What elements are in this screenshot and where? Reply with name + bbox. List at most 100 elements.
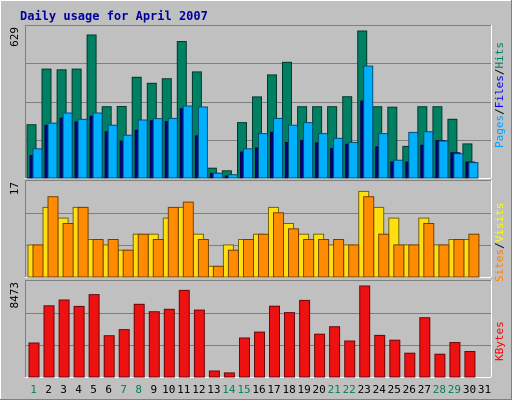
- visits-sites-bar: [32, 244, 44, 278]
- kbytes-kbytes-bar: [73, 305, 85, 378]
- hits-pages-bar: [62, 112, 73, 179]
- x-tick-label: 25: [388, 383, 401, 396]
- x-tick-label: 30: [463, 383, 476, 396]
- kbytes-legend: KBytes: [493, 321, 506, 361]
- kbytes-kbytes-bar: [299, 299, 311, 378]
- hits-pages-bar: [167, 117, 178, 179]
- hits-legend-separator: /: [493, 69, 506, 76]
- x-tick-label: 24: [373, 383, 387, 396]
- kbytes-kbytes-bar: [344, 340, 356, 378]
- x-tick-label: 15: [237, 383, 250, 396]
- hits-pages-bar: [122, 134, 133, 179]
- hits-pages-bar: [423, 131, 434, 179]
- x-tick-label: 13: [207, 383, 220, 396]
- kbytes-kbytes-bar: [163, 308, 175, 378]
- hits-legend-files: Files: [493, 75, 506, 108]
- x-tick-label: 3: [60, 383, 67, 396]
- hits-pages-bar: [107, 124, 118, 179]
- hits-pages-bar: [47, 122, 58, 179]
- visits-sites-bar: [107, 239, 119, 278]
- hits-pages-bar: [152, 118, 163, 179]
- x-tick-label: 22: [343, 383, 356, 396]
- kbytes-kbytes-bar: [329, 326, 341, 378]
- x-tick-label: 19: [297, 383, 310, 396]
- x-tick-label: 27: [418, 383, 431, 396]
- x-tick-label: 21: [328, 383, 341, 396]
- hits-pages-bar: [438, 140, 449, 179]
- x-tick-label: 7: [120, 383, 127, 396]
- hits-pages-bar: [378, 133, 389, 179]
- hits-pages-bar: [333, 137, 344, 179]
- hits-legend: Pages/Files/Hits: [493, 42, 506, 148]
- kbytes-kbytes-bar: [359, 285, 371, 378]
- hits-legend-hits: Hits: [493, 42, 506, 69]
- kbytes-panel: 8473 KBytes: [8, 280, 506, 378]
- kbytes-kbytes-bar: [208, 370, 220, 378]
- x-tick-label: 29: [448, 383, 461, 396]
- hits-legend-separator: /: [493, 108, 506, 115]
- visits-sites-bar: [122, 249, 134, 278]
- hits-pages-bar: [243, 148, 253, 179]
- visits-legend-visits: Visits: [493, 203, 506, 243]
- x-tick-label: 6: [105, 383, 112, 396]
- kbytes-kbytes-bar: [464, 351, 476, 378]
- hits-pages-bar: [137, 119, 148, 179]
- kbytes-kbytes-bar: [314, 333, 326, 378]
- visits-legend-sites: Sites: [493, 249, 506, 282]
- visits-sites-bar: [363, 196, 375, 278]
- kbytes-kbytes-bar: [434, 353, 446, 378]
- kbytes-kbytes-bar: [103, 335, 115, 378]
- hits-pages-bar: [348, 142, 359, 179]
- hits-pages-bar: [318, 133, 329, 179]
- visits-sites-bar: [243, 239, 254, 278]
- visits-sites-bar: [378, 233, 390, 278]
- x-tick-label: 12: [192, 383, 205, 396]
- x-tick-label: 18: [282, 383, 295, 396]
- visits-sites-bar: [137, 233, 149, 278]
- kbytes-kbytes-bar: [118, 329, 130, 378]
- x-tick-label: 11: [177, 383, 190, 396]
- kbytes-kbytes-bar: [223, 372, 235, 378]
- x-tick-label: 23: [358, 383, 371, 396]
- kbytes-kbytes-bar: [28, 342, 40, 378]
- hits-pages-bar: [92, 112, 103, 179]
- kbytes-kbytes-bar: [193, 309, 205, 378]
- hits-legend-pages: Pages: [493, 115, 506, 148]
- x-tick-label: 10: [162, 383, 175, 396]
- visits-sites-bar: [47, 196, 59, 278]
- kbytes-kbytes-bar: [404, 352, 416, 378]
- hits-pages-bar: [212, 172, 223, 179]
- kbytes-kbytes-bar: [133, 303, 145, 378]
- hits-pages-bar: [77, 118, 88, 179]
- kbytes-kbytes-bar: [284, 312, 295, 378]
- kbytes-kbytes-bar: [419, 317, 431, 378]
- visits-sites-bar: [273, 212, 284, 278]
- kbytes-kbytes-bar: [239, 337, 250, 378]
- kbytes-kbytes-bar: [389, 339, 401, 378]
- visits-sites-bar: [62, 223, 74, 278]
- kbytes-kbytes-bar: [58, 299, 70, 378]
- x-axis-labels: 1 2 3 4 5 6 7 8 9 10 11 12 13 14 15 16 17 18 19 20 21 22 23 24 2…: [30, 383, 491, 396]
- visits-sites-bar: [258, 233, 269, 278]
- visits-sites-bar: [167, 206, 179, 278]
- x-tick-label: 28: [433, 383, 446, 396]
- hits-pages-bar: [363, 65, 374, 179]
- hits-pages-bar: [288, 124, 298, 179]
- x-tick-label: 26: [403, 383, 416, 396]
- visits-sites-bar: [288, 228, 299, 278]
- visits-sites-bar: [333, 239, 345, 278]
- x-tick-label: 1: [30, 383, 37, 396]
- visits-sites-bar: [212, 265, 224, 278]
- visits-sites-bar: [453, 239, 465, 278]
- hits-pages-bar: [273, 117, 283, 179]
- x-tick-label: 31: [478, 383, 491, 396]
- hits-pages-bar: [393, 159, 404, 179]
- kbytes-max-label: 8473: [8, 282, 21, 309]
- kbytes-legend-kbytes: KBytes: [493, 321, 506, 361]
- kbytes-kbytes-bar: [178, 289, 190, 378]
- hits-pages-bar: [258, 133, 268, 179]
- x-tick-label: 20: [312, 383, 325, 396]
- kbytes-kbytes-bar: [449, 342, 461, 378]
- visits-sites-bar: [318, 239, 330, 278]
